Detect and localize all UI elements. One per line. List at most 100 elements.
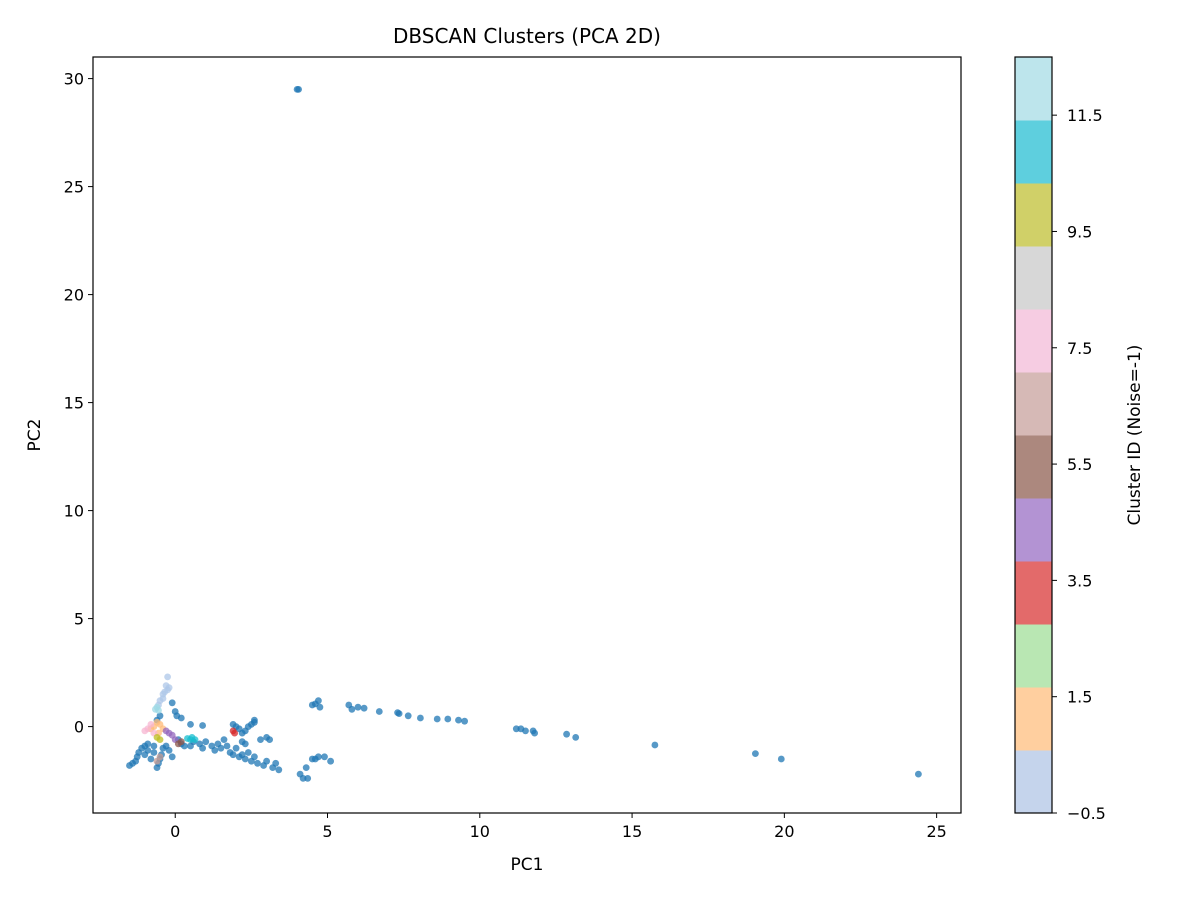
y-tick-label: 25 (64, 178, 84, 197)
colorbar-segment (1015, 435, 1052, 499)
data-point-cluster--1 (165, 747, 173, 754)
colorbar-tick-label: 3.5 (1067, 571, 1092, 590)
data-point-cluster--1 (177, 714, 185, 722)
data-point-cluster--1 (217, 744, 225, 752)
data-point-cluster--1 (302, 764, 310, 771)
data-point-cluster--1 (211, 747, 219, 754)
data-point-cluster-0 (164, 673, 172, 681)
colorbar-segment (1015, 561, 1052, 625)
data-point-cluster--1 (777, 755, 785, 763)
x-tick-label: 25 (926, 822, 946, 841)
colorbar-tick-label: 9.5 (1067, 222, 1092, 241)
data-point-cluster-5 (177, 738, 185, 746)
y-axis-label: PC2 (25, 419, 45, 452)
x-axis-label: PC1 (511, 855, 544, 875)
colorbar-segment (1015, 687, 1052, 751)
colorbar-label: Cluster ID (Noise=-1) (1125, 345, 1145, 526)
data-point-cluster--1 (275, 766, 283, 774)
data-point-cluster--1 (168, 699, 176, 707)
data-point-cluster--1 (232, 744, 240, 752)
colorbar-segment (1015, 750, 1052, 814)
colorbar-segment (1015, 57, 1052, 121)
colorbar-tick-label: 7.5 (1067, 339, 1092, 358)
data-point-cluster--1 (360, 704, 368, 712)
data-point-cluster--1 (522, 727, 529, 735)
data-point-cluster-10 (191, 736, 199, 743)
data-point-cluster--1 (563, 730, 570, 738)
colorbar: −0.5 1.5 3.5 5.5 7.5 9.5 11.5 (1014, 56, 1106, 823)
colorbar-segment (1015, 498, 1052, 562)
data-point-cluster--1 (915, 770, 922, 778)
data-point-cluster-0 (165, 684, 173, 692)
data-point-cluster-4 (165, 729, 173, 737)
x-tick-label: 5 (322, 822, 332, 841)
data-point-cluster--1 (266, 736, 273, 743)
data-point-cluster--1 (202, 738, 210, 746)
data-point-cluster--1 (263, 757, 270, 765)
data-point-cluster--1 (241, 755, 249, 763)
data-point-cluster--1 (254, 759, 261, 767)
data-point-cluster--1 (752, 750, 759, 757)
data-point-cluster--1 (433, 715, 441, 723)
data-point-cluster--1 (455, 716, 462, 724)
data-point-cluster-3 (231, 729, 239, 737)
data-point-cluster--1 (572, 734, 580, 741)
y-tick-label: 30 (64, 70, 84, 89)
x-tick-label: 20 (774, 822, 794, 841)
y-tick-label: 15 (64, 394, 84, 413)
data-point-cluster-11 (155, 707, 162, 714)
data-point-cluster-9 (156, 736, 164, 743)
data-point-cluster--1 (150, 749, 158, 756)
data-point-cluster--1 (229, 751, 237, 759)
data-point-cluster--1 (187, 721, 194, 728)
data-point-cluster--1 (461, 717, 468, 725)
data-point-cluster--1 (223, 742, 231, 750)
data-point-cluster-6 (156, 753, 164, 761)
chart-title: DBSCAN Clusters (PCA 2D) (393, 24, 661, 48)
data-point-cluster--1 (141, 751, 149, 759)
plot-frame (92, 56, 962, 814)
colorbar-tick-label: 5.5 (1067, 455, 1092, 474)
data-point-cluster--1 (316, 703, 324, 711)
data-point-cluster--1 (150, 742, 158, 750)
y-tick-label: 20 (64, 286, 84, 305)
y-tick-label: 5 (74, 610, 84, 629)
data-point-cluster--1 (295, 86, 302, 93)
data-point-cluster--1 (241, 740, 249, 748)
data-point-cluster--1 (444, 715, 452, 723)
colorbar-tick-label: 1.5 (1067, 688, 1092, 707)
x-tick-label: 10 (470, 822, 490, 841)
data-point-cluster--1 (144, 740, 152, 748)
colorbar-segment (1015, 309, 1052, 373)
data-point-cluster--1 (354, 703, 362, 711)
data-point-cluster--1 (651, 741, 659, 749)
data-point-cluster--1 (272, 759, 280, 767)
data-point-cluster--1 (417, 714, 424, 722)
colorbar-segment (1015, 624, 1052, 688)
data-point-cluster--1 (244, 749, 252, 756)
colorbar-segment (1015, 120, 1052, 184)
data-point-cluster--1 (327, 757, 334, 765)
data-point-cluster--1 (156, 712, 164, 720)
data-point-cluster--1 (251, 753, 258, 761)
data-point-cluster--1 (348, 705, 356, 713)
data-point-cluster--1 (168, 753, 176, 761)
data-point-cluster--1 (304, 775, 312, 782)
data-point-cluster--1 (404, 712, 412, 720)
data-point-cluster-7 (147, 721, 155, 728)
data-point-cluster--1 (199, 722, 207, 729)
data-point-cluster--1 (315, 753, 322, 761)
colorbar-segment (1015, 183, 1052, 247)
colorbar-frame (1014, 56, 1053, 814)
data-point-cluster--1 (147, 755, 155, 763)
data-point-cluster--1 (251, 716, 258, 724)
data-point-cluster--1 (220, 736, 228, 743)
data-point-cluster--1 (395, 710, 403, 717)
y-tick-label: 0 (74, 718, 84, 737)
data-point-cluster--1 (531, 729, 538, 737)
data-point-cluster--1 (257, 736, 264, 743)
x-tick-label: 15 (622, 822, 642, 841)
x-tick-label: 0 (170, 822, 180, 841)
colorbar-segment (1015, 372, 1052, 436)
